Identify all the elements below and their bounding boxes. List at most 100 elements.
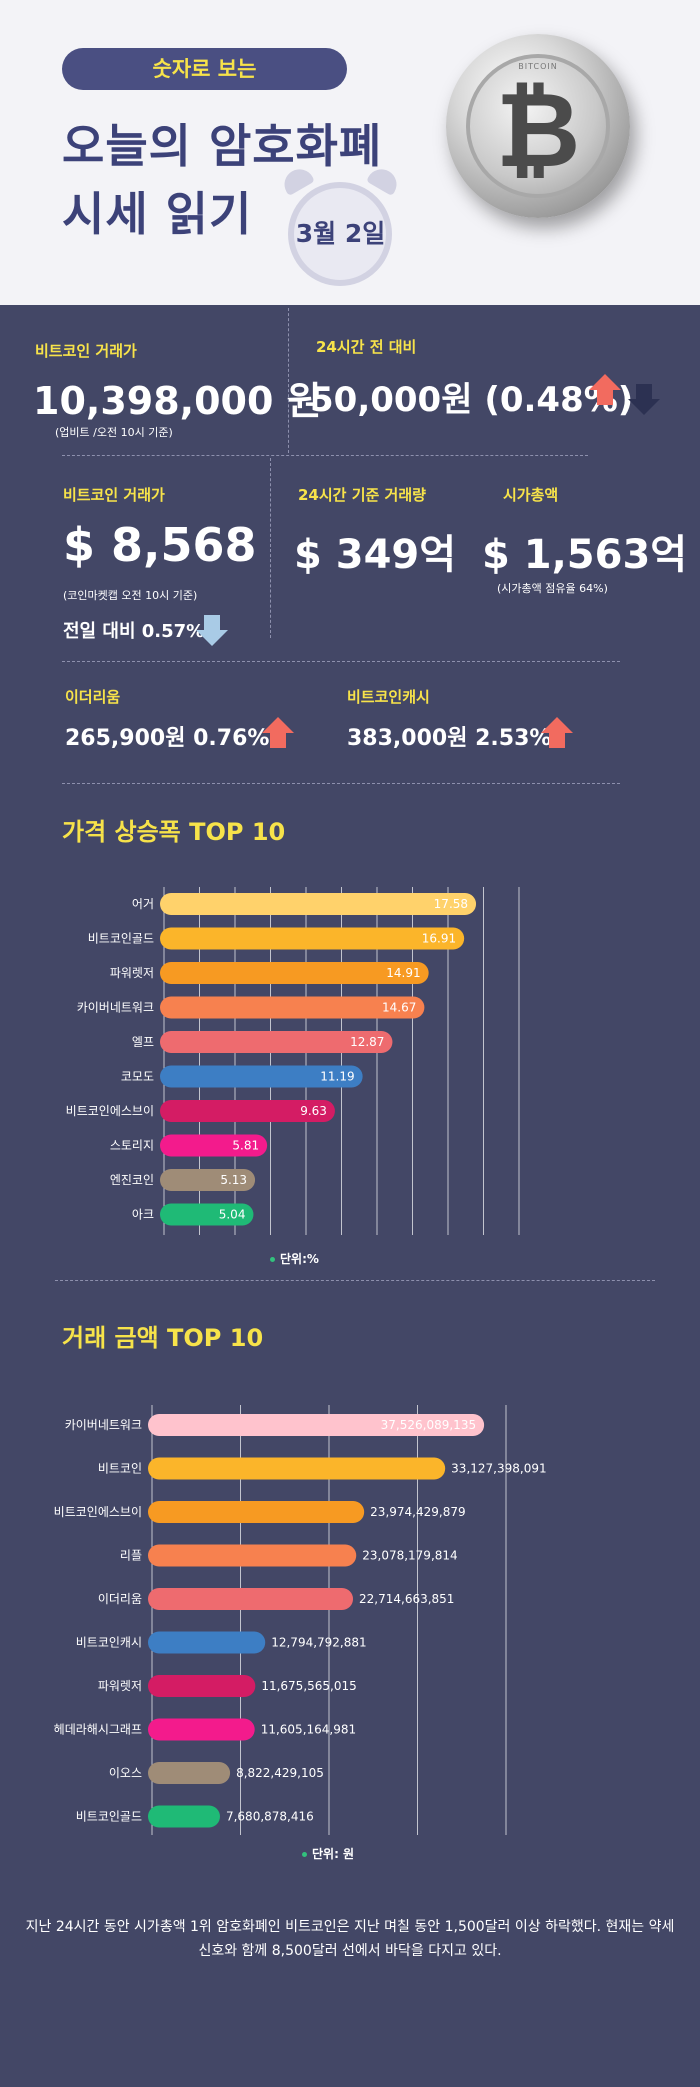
- category-label: 비트코인에스브이: [54, 1505, 142, 1519]
- usd-price-label: 비트코인 거래가: [63, 486, 165, 504]
- volume-label: 24시간 기준 거래량: [298, 486, 426, 504]
- chart1-title: 가격 상승폭 TOP 10: [62, 818, 286, 846]
- data-label: 23,078,179,814: [362, 1549, 457, 1563]
- category-label: 비트코인골드: [88, 932, 154, 946]
- change24-value: 50,000원 (0.48%): [310, 380, 634, 420]
- chart2-title: 거래 금액 TOP 10: [62, 1324, 264, 1352]
- change24-label: 24시간 전 대비: [316, 338, 417, 356]
- category-label: 비트코인캐시: [76, 1636, 142, 1650]
- data-label: 16.91: [422, 932, 456, 946]
- bch-label: 비트코인캐시: [347, 688, 430, 706]
- data-label: 17.58: [434, 897, 468, 911]
- divider-vertical-1: [288, 308, 289, 453]
- bch-value: 383,000원 2.53%: [347, 726, 552, 751]
- up-arrow-icon: [262, 717, 294, 748]
- bar: [160, 1065, 363, 1088]
- data-label: 7,680,878,416: [226, 1810, 314, 1824]
- bar: [160, 996, 425, 1019]
- bar: [160, 1031, 393, 1053]
- data-label: 22,714,663,851: [359, 1592, 454, 1606]
- page-title-line2: 시세 읽기: [62, 187, 253, 241]
- bar: [148, 1631, 266, 1654]
- bar: [148, 1588, 354, 1610]
- data-label: 5.81: [232, 1139, 259, 1153]
- category-label: 이오스: [109, 1766, 142, 1780]
- category-label: 코모도: [121, 1070, 154, 1084]
- data-label: 5.04: [219, 1208, 246, 1222]
- price-rise-chart: 어거 17.58 비트코인골드 16.91 파워렛저 14.91 카이버네트워크 14.67 엘…: [66, 887, 520, 1235]
- data-label: 9.63: [300, 1104, 327, 1118]
- data-label: 14.67: [382, 1001, 416, 1015]
- bar: [160, 1169, 256, 1191]
- footer-text: 지난 24시간 동안 시가총액 1위 암호화폐인 비트코인은 지난 며칠 동안 …: [25, 1919, 675, 1959]
- date-label: 3월 2일: [295, 219, 386, 248]
- bar: [160, 962, 429, 984]
- clock-face: [288, 182, 392, 286]
- data-label: 11,675,565,015: [261, 1679, 356, 1693]
- down-arrow-icon: [196, 615, 228, 646]
- clock-bell-right: [366, 163, 402, 197]
- bar: [160, 1134, 268, 1157]
- bar: [148, 1718, 255, 1741]
- coin-inner: BITCOIN ₿: [466, 54, 610, 198]
- category-label: 카이버네트워크: [65, 1418, 142, 1432]
- market-cap-label: 시가총액: [503, 486, 559, 504]
- up-arrow-icon: [589, 374, 621, 405]
- prev-day-change: 전일 대비 0.57%: [63, 621, 205, 642]
- divider-horizontal-2: [62, 661, 620, 662]
- category-label: 아크: [132, 1208, 154, 1222]
- bar: [148, 1414, 485, 1436]
- market-cap-note: (시가총액 점유율 64%): [497, 582, 608, 595]
- category-label: 어거: [132, 897, 154, 911]
- bar: [148, 1805, 220, 1828]
- data-label: 12.87: [350, 1035, 384, 1049]
- divider-horizontal-4: [55, 1280, 655, 1281]
- bitcoin-coin-icon: BITCOIN ₿: [446, 34, 630, 218]
- trade-amount-chart: 카이버네트워크 37,526,089,135 비트코인 33,127,398,091 비…: [54, 1405, 547, 1835]
- bar: [148, 1544, 357, 1567]
- category-label: 비트코인에스브이: [66, 1104, 154, 1118]
- category-label: 헤데라해시그래프: [54, 1723, 142, 1737]
- up-arrow-icon: [541, 717, 573, 748]
- chart1-unit: 단위:%: [270, 1250, 319, 1267]
- data-label: 37,526,089,135: [381, 1418, 476, 1432]
- category-label: 파워렛저: [110, 966, 154, 980]
- upbit-label: 비트코인 거래가: [35, 342, 137, 360]
- usd-price: $ 8,568: [63, 518, 257, 572]
- divider-vertical-2: [270, 458, 271, 638]
- data-label: 11.19: [320, 1070, 354, 1084]
- bar: [148, 1762, 231, 1784]
- category-label: 카이버네트워크: [77, 1001, 154, 1015]
- down-arrow-icon: [628, 384, 660, 415]
- category-label: 엔진코인: [110, 1173, 154, 1187]
- upbit-price: 10,398,000 원: [33, 379, 322, 423]
- bar: [148, 1457, 446, 1480]
- data-label: 12,794,792,881: [271, 1636, 366, 1650]
- bar: [160, 927, 465, 950]
- bar: [148, 1675, 256, 1697]
- category-label: 엘프: [132, 1035, 154, 1049]
- divider-horizontal-3: [62, 783, 620, 784]
- bar: [160, 893, 477, 915]
- eth-value: 265,900원 0.76%: [65, 726, 270, 751]
- usd-price-note: (코인마켓캡 오전 10시 기준): [63, 589, 198, 602]
- bitcoin-symbol-icon: ₿: [495, 69, 581, 191]
- coin-rim-text: BITCOIN: [518, 62, 558, 71]
- data-label: 8,822,429,105: [236, 1766, 324, 1780]
- bar: [160, 1100, 335, 1122]
- upbit-note: (업비트 /오전 10시 기준): [55, 426, 173, 439]
- data-label: 11,605,164,981: [261, 1723, 356, 1737]
- divider-horizontal-1: [62, 455, 588, 456]
- header-badge: 숫자로 보는: [62, 48, 347, 90]
- category-label: 리플: [120, 1549, 142, 1563]
- volume-value: $ 349억: [294, 532, 457, 578]
- bar: [148, 1501, 365, 1523]
- page-title-line1: 오늘의 암호화폐: [62, 119, 383, 173]
- data-label: 14.91: [386, 966, 420, 980]
- data-label: 33,127,398,091: [451, 1462, 546, 1476]
- market-cap-value: $ 1,563억: [482, 532, 688, 578]
- category-label: 비트코인골드: [76, 1810, 142, 1824]
- chart2-unit: 단위: 원: [302, 1845, 354, 1862]
- data-label: 23,974,429,879: [370, 1505, 465, 1519]
- header: 숫자로 보는 오늘의 암호화폐 시세 읽기 3월 2일 BITCOIN ₿: [0, 0, 700, 305]
